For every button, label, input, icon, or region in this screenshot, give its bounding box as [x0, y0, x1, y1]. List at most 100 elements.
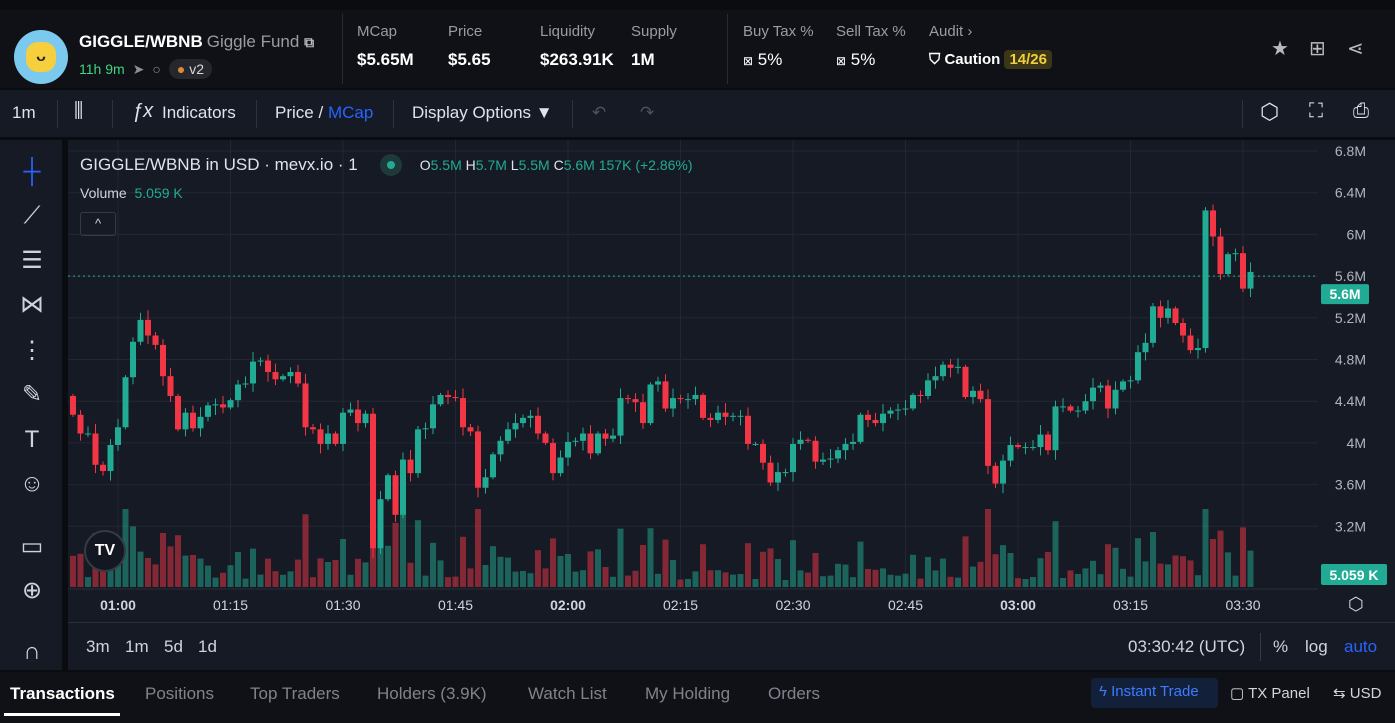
- panel-icon: ▢: [1230, 685, 1245, 702]
- range-5d[interactable]: 5d: [164, 637, 183, 656]
- stat-label: Liquidity: [540, 23, 596, 40]
- magnet-icon[interactable]: ∩: [23, 638, 41, 665]
- candle: [557, 457, 564, 474]
- add-chart-icon[interactable]: ⊞: [1309, 38, 1326, 60]
- active-tab-indicator: [4, 713, 120, 716]
- tx-panel-button[interactable]: ▢ TX Panel: [1230, 684, 1310, 702]
- divider: [727, 14, 728, 84]
- screenshot-icon[interactable]: ⎙: [1353, 100, 1369, 122]
- ruler-icon[interactable]: ▭: [20, 533, 44, 560]
- candle: [1247, 271, 1254, 289]
- volume-bar: [115, 554, 121, 587]
- tab-holders[interactable]: Holders (3.9K): [377, 684, 487, 703]
- buy-tax-label: Buy Tax %: [743, 23, 814, 40]
- tab-orders[interactable]: Orders: [768, 684, 820, 703]
- volume-bar: [85, 577, 91, 587]
- volume-bar: [355, 558, 361, 587]
- x-tick-label: 02:00: [550, 597, 586, 613]
- tab-positions[interactable]: Positions: [145, 684, 214, 703]
- volume-bar: [565, 554, 571, 587]
- candle-type-icon[interactable]: ⫼: [74, 100, 84, 122]
- copy-icon[interactable]: ⧉: [304, 34, 315, 50]
- star-icon[interactable]: ★: [1271, 38, 1289, 60]
- candle: [1082, 401, 1089, 411]
- volume-bar: [347, 574, 354, 587]
- candle: [415, 429, 421, 474]
- tab-watch-list[interactable]: Watch List: [528, 684, 607, 703]
- axis-settings-icon[interactable]: ⬡: [1348, 594, 1364, 614]
- stat-price: Price $5.65: [448, 23, 491, 70]
- candle: [880, 413, 886, 424]
- candle: [430, 404, 436, 429]
- emoji-icon[interactable]: ☺: [19, 470, 45, 497]
- candle: [1165, 308, 1171, 318]
- collapse-legend-button[interactable]: ^: [80, 212, 116, 236]
- display-options-button[interactable]: Display Options ▼: [412, 103, 553, 122]
- volume-bar: [407, 562, 414, 587]
- volume-bar: [1232, 575, 1239, 587]
- settings-icon[interactable]: ⬡: [1260, 99, 1280, 124]
- dex-badge[interactable]: ● v2: [168, 59, 213, 79]
- zoom-in-icon[interactable]: ⊕: [21, 577, 43, 604]
- candle: [175, 395, 181, 430]
- brush-icon[interactable]: ✎: [21, 381, 43, 408]
- candle: [895, 409, 901, 411]
- redo-icon[interactable]: ↷: [640, 103, 655, 122]
- log-scale-button[interactable]: log: [1305, 637, 1328, 656]
- instant-trade-button[interactable]: ϟ Instant Trade: [1091, 678, 1218, 708]
- interval-button[interactable]: 1m: [12, 103, 36, 122]
- y-tick-label: 4.8M: [1335, 352, 1366, 368]
- price-option[interactable]: Price: [275, 103, 314, 122]
- share-icon[interactable]: ⋖: [1347, 38, 1364, 60]
- price-chart[interactable]: 6.8M 6.4M 6M 5.6M 5.2M 4.8M 4.4M 4M 3.6M 3.2M 01:0…: [68, 140, 1395, 622]
- search-icon[interactable]: ○: [152, 61, 161, 77]
- candle: [325, 433, 331, 444]
- candle: [745, 415, 751, 444]
- crosshair-icon[interactable]: ┼: [23, 158, 41, 185]
- audit[interactable]: Audit › ⛉ Caution 14/26: [929, 23, 1052, 69]
- range-3m[interactable]: 3m: [86, 637, 110, 656]
- candle: [272, 372, 279, 380]
- fib-lines-icon[interactable]: ☰: [21, 247, 43, 274]
- candle: [760, 443, 766, 463]
- volume-bar: [257, 574, 264, 587]
- tradingview-logo[interactable]: TV: [84, 530, 126, 572]
- range-1m[interactable]: 1m: [125, 637, 149, 656]
- auto-scale-button[interactable]: auto: [1344, 637, 1378, 656]
- price-mcap-toggle[interactable]: Price / MCap: [275, 103, 373, 123]
- volume-bar: [610, 576, 616, 587]
- candle: [677, 398, 684, 400]
- trendline-icon[interactable]: ⟋: [23, 202, 41, 229]
- percent-scale-button[interactable]: %: [1273, 637, 1289, 656]
- token-header: ᴗ GIGGLE/WBNB Giggle Fund ⧉ 11h 9m ➤ ○ ● …: [0, 10, 1395, 88]
- volume-bar: [310, 577, 316, 587]
- drawing-tools: ┼ ⟋ ☰ ⋈ ⋮ ✎ T ☺ ▭ ⊕ ∩: [0, 140, 62, 670]
- candle: [1037, 434, 1044, 448]
- fullscreen-icon[interactable]: ⛶: [1309, 100, 1323, 122]
- volume-bar: [77, 553, 84, 587]
- volume-bar: [640, 545, 646, 587]
- mcap-option[interactable]: MCap: [327, 103, 374, 122]
- text-icon[interactable]: T: [24, 426, 40, 453]
- undo-icon[interactable]: ↶: [592, 103, 607, 122]
- candle: [92, 433, 99, 465]
- range-1d[interactable]: 1d: [198, 637, 217, 656]
- tab-top-traders[interactable]: Top Traders: [250, 684, 340, 703]
- candlestick-chart[interactable]: 6.8M 6.4M 6M 5.6M 5.2M 4.8M 4.4M 4M 3.6M 3.2M 01:0…: [68, 140, 1395, 622]
- y-tick-label: 6.8M: [1335, 143, 1366, 159]
- telegram-icon[interactable]: ➤: [132, 60, 145, 77]
- candle: [497, 440, 504, 455]
- candle: [220, 404, 226, 408]
- prediction-icon[interactable]: ⋮: [20, 337, 44, 364]
- audit-score: 14/26: [1004, 50, 1052, 69]
- tab-my-holding[interactable]: My Holding: [645, 684, 731, 703]
- currency-toggle[interactable]: ⇆ USD: [1333, 684, 1381, 702]
- candle: [475, 431, 481, 488]
- utc-clock[interactable]: 03:30:42 (UTC): [1128, 637, 1246, 656]
- candle: [1172, 308, 1179, 324]
- pattern-icon[interactable]: ⋈: [20, 291, 44, 318]
- candle: [542, 433, 549, 443]
- indicators-button[interactable]: Indicators: [162, 103, 236, 122]
- tab-transactions[interactable]: Transactions: [10, 684, 115, 703]
- volume-bar: [985, 509, 991, 587]
